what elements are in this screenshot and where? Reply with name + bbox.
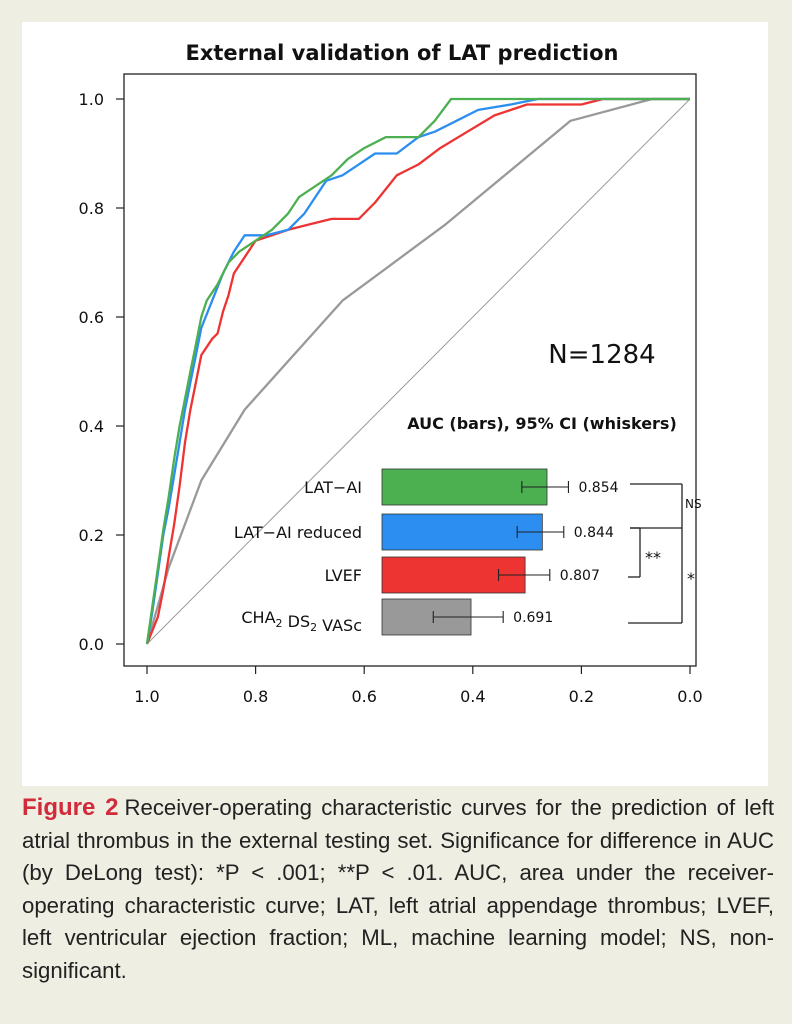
auc-value-label: 0.691 [513, 610, 553, 626]
roc-curves [145, 97, 690, 645]
auc-category-label: CHA2 DS2 VASc [241, 608, 362, 635]
figure-label: Figure 2 [22, 794, 119, 821]
chart-title: External validation of LAT prediction [186, 41, 619, 65]
figure-panel: External validation of LAT prediction 1.… [22, 22, 768, 786]
x-tick-label: 0.4 [460, 687, 485, 706]
significance-label: NS [685, 497, 702, 511]
y-tick-label: 0.4 [79, 417, 104, 436]
roc-curve-lat-ai-reduced [145, 97, 690, 645]
auc-category-label: LAT−AI [304, 478, 362, 497]
x-axis: 1.0 0.8 0.6 0.4 0.2 0.0 [134, 666, 703, 706]
auc-category-label: LAT−AI reduced [234, 523, 362, 542]
sample-size-annotation: N=1284 [548, 340, 655, 370]
auc-inset-bar-chart: 0.854 LAT−AI 0.844 LAT−AI reduced 0.807 LVEF 0… [234, 468, 702, 636]
auc-value-label: 0.854 [578, 480, 618, 496]
x-tick-label: 1.0 [134, 687, 159, 706]
roc-curve-cha2-ds2-vasc [145, 97, 690, 645]
auc-value-label: 0.844 [574, 525, 614, 541]
x-tick-label: 0.0 [677, 687, 702, 706]
auc-category-label: LVEF [325, 566, 362, 585]
x-tick-label: 0.8 [243, 687, 268, 706]
y-tick-label: 0.0 [79, 635, 104, 654]
significance-label: * [687, 569, 695, 588]
figure-caption: Figure 2 Receiver-operating characteristi… [22, 792, 774, 987]
y-axis: 0.0 0.2 0.4 0.6 0.8 1.0 [79, 90, 124, 654]
inset-title: AUC (bars), 95% CI (whiskers) [407, 414, 677, 433]
y-tick-label: 1.0 [79, 90, 104, 109]
x-tick-label: 0.2 [569, 687, 594, 706]
y-tick-label: 0.6 [79, 308, 104, 327]
x-tick-label: 0.6 [351, 687, 376, 706]
significance-label: ** [645, 548, 661, 567]
caption-text: Receiver-operating characteristic curves… [22, 795, 774, 983]
y-tick-label: 0.2 [79, 526, 104, 545]
y-tick-label: 0.8 [79, 199, 104, 218]
auc-bar [381, 513, 543, 551]
roc-chart: External validation of LAT prediction 1.… [79, 41, 703, 706]
roc-curve-lat-ai [145, 97, 690, 645]
auc-value-label: 0.807 [560, 568, 600, 584]
plot-frame [123, 73, 697, 667]
diagonal-reference-line [146, 98, 691, 645]
